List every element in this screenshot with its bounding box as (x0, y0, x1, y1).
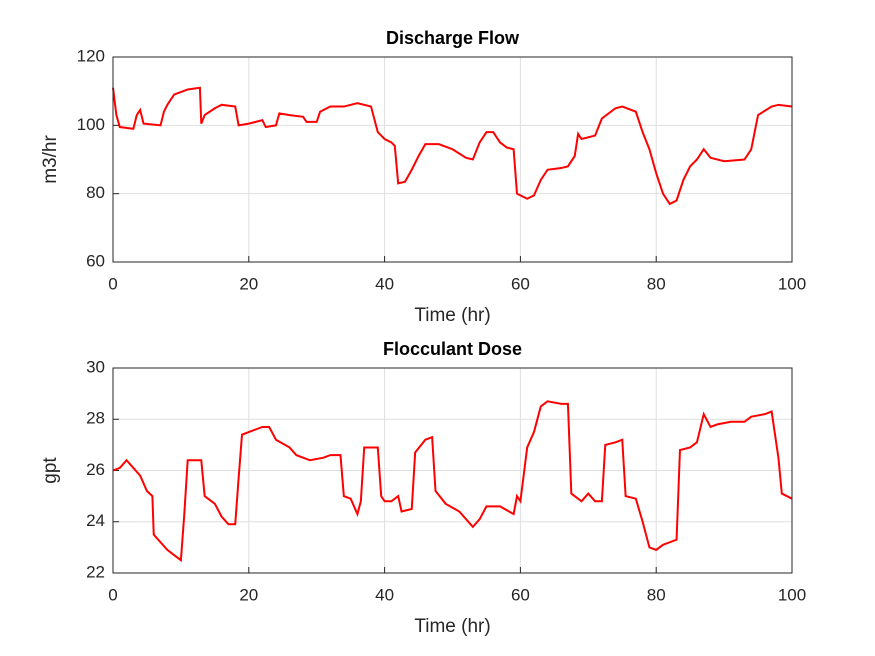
y-tick-label: 26 (86, 460, 105, 479)
y-axis-label: gpt (40, 457, 61, 484)
x-tick-label: 60 (511, 585, 530, 604)
x-tick-label: 100 (778, 585, 806, 604)
y-tick-label: 60 (86, 251, 105, 270)
x-tick-label: 40 (375, 585, 394, 604)
x-axis-label: Time (hr) (414, 305, 490, 326)
y-tick-label: 30 (86, 357, 105, 376)
axes-box (112, 56, 793, 263)
x-tick-label: 20 (239, 585, 258, 604)
x-tick-label: 0 (108, 274, 117, 293)
x-tick-label: 80 (647, 585, 666, 604)
y-axis-label: m3/hr (40, 135, 61, 184)
y-tick-label: 120 (77, 46, 105, 65)
data-line (112, 400, 793, 563)
y-tick-label: 24 (86, 511, 105, 530)
x-axis-label: Time (hr) (414, 616, 490, 637)
x-tick-label: 40 (375, 274, 394, 293)
x-tick-label: 60 (511, 274, 530, 293)
x-tick-label: 80 (647, 274, 666, 293)
x-tick-label: 0 (108, 585, 117, 604)
x-tick-label: 100 (778, 274, 806, 293)
chart-title: Flocculant Dose (383, 339, 522, 359)
y-tick-label: 100 (77, 115, 105, 134)
chart-title: Discharge Flow (386, 28, 520, 48)
x-tick-label: 20 (239, 274, 258, 293)
axes-box (112, 367, 793, 574)
y-tick-label: 22 (86, 562, 105, 581)
y-tick-label: 80 (86, 183, 105, 202)
y-tick-label: 28 (86, 409, 105, 428)
data-line (112, 86, 793, 206)
plot-area (113, 57, 792, 262)
